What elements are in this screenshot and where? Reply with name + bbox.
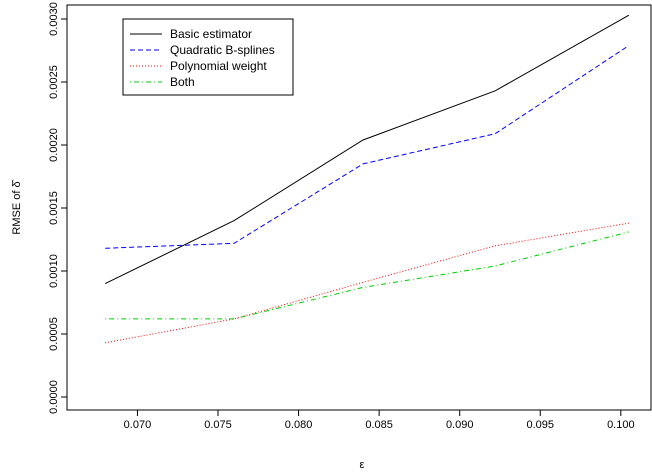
y-tick-label: 0.0020 [48,128,60,162]
x-tick-label: 0.080 [285,419,313,431]
legend-label: Basic estimator [170,27,252,41]
y-tick-label: 0.0010 [48,254,60,288]
y-tick-label: 0.0015 [48,191,60,225]
legend-label: Quadratic B-splines [170,43,275,57]
legend-label: Both [170,75,195,89]
x-tick-label: 0.095 [527,419,555,431]
x-tick-label: 0.070 [124,419,152,431]
y-tick-label: 0.0005 [48,317,60,351]
x-tick-label: 0.075 [204,419,232,431]
y-tick-label: 0.0025 [48,65,60,99]
x-axis: 0.070 0.075 0.080 0.085 0.090 0.095 0.100 [124,410,635,431]
series-line-3 [105,222,629,344]
y-tick-label: 0.0000 [48,380,60,414]
series-line-1 [104,14,630,285]
x-tick-label: 0.085 [365,419,393,431]
x-tick-label: 0.100 [607,419,635,431]
legend-box [122,18,294,96]
x-axis-title: ε [360,459,365,471]
legend-label: Polynomial weight [170,59,267,73]
y-tick-label: 0.0030 [48,2,60,36]
y-axis: 0.0000 0.0005 0.0010 0.0015 0.0020 0.0025 0.00… [48,2,67,414]
series-line-2 [105,45,630,249]
series-lines [104,14,630,344]
legend: Basic estimator Quadratic B-splines Polyno… [122,18,294,96]
x-tick-label: 0.090 [446,419,474,431]
y-axis-title: RMSE of δ̂ [11,179,23,234]
